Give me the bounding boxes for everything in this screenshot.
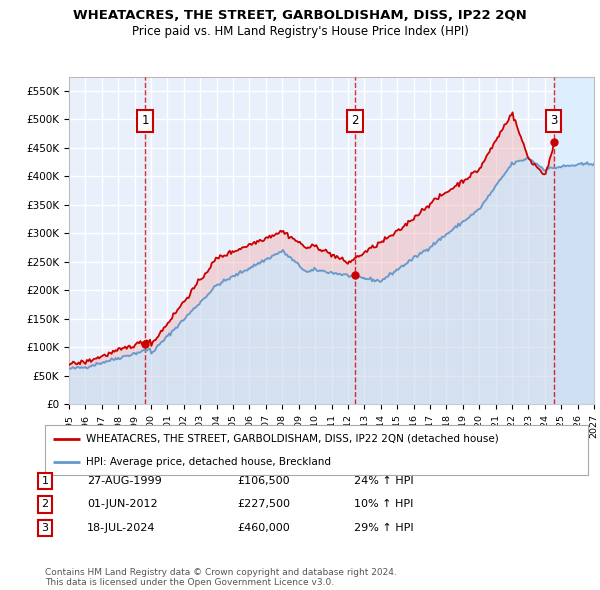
Text: 29% ↑ HPI: 29% ↑ HPI (354, 523, 413, 533)
Text: £227,500: £227,500 (237, 500, 290, 509)
Text: Price paid vs. HM Land Registry's House Price Index (HPI): Price paid vs. HM Land Registry's House … (131, 25, 469, 38)
Text: HPI: Average price, detached house, Breckland: HPI: Average price, detached house, Brec… (86, 457, 331, 467)
Text: 2: 2 (41, 500, 49, 509)
Text: 24% ↑ HPI: 24% ↑ HPI (354, 476, 413, 486)
Text: 3: 3 (550, 114, 557, 127)
Text: 01-JUN-2012: 01-JUN-2012 (87, 500, 158, 509)
Text: £106,500: £106,500 (237, 476, 290, 486)
Text: WHEATACRES, THE STREET, GARBOLDISHAM, DISS, IP22 2QN: WHEATACRES, THE STREET, GARBOLDISHAM, DI… (73, 9, 527, 22)
Text: £460,000: £460,000 (237, 523, 290, 533)
Text: Contains HM Land Registry data © Crown copyright and database right 2024.
This d: Contains HM Land Registry data © Crown c… (45, 568, 397, 587)
Text: 1: 1 (142, 114, 149, 127)
Text: 3: 3 (41, 523, 49, 533)
Text: 1: 1 (41, 476, 49, 486)
Text: 10% ↑ HPI: 10% ↑ HPI (354, 500, 413, 509)
Bar (554, 77, 594, 404)
Text: 2: 2 (351, 114, 359, 127)
Text: 27-AUG-1999: 27-AUG-1999 (87, 476, 162, 486)
Text: WHEATACRES, THE STREET, GARBOLDISHAM, DISS, IP22 2QN (detached house): WHEATACRES, THE STREET, GARBOLDISHAM, DI… (86, 434, 499, 444)
Text: 18-JUL-2024: 18-JUL-2024 (87, 523, 155, 533)
